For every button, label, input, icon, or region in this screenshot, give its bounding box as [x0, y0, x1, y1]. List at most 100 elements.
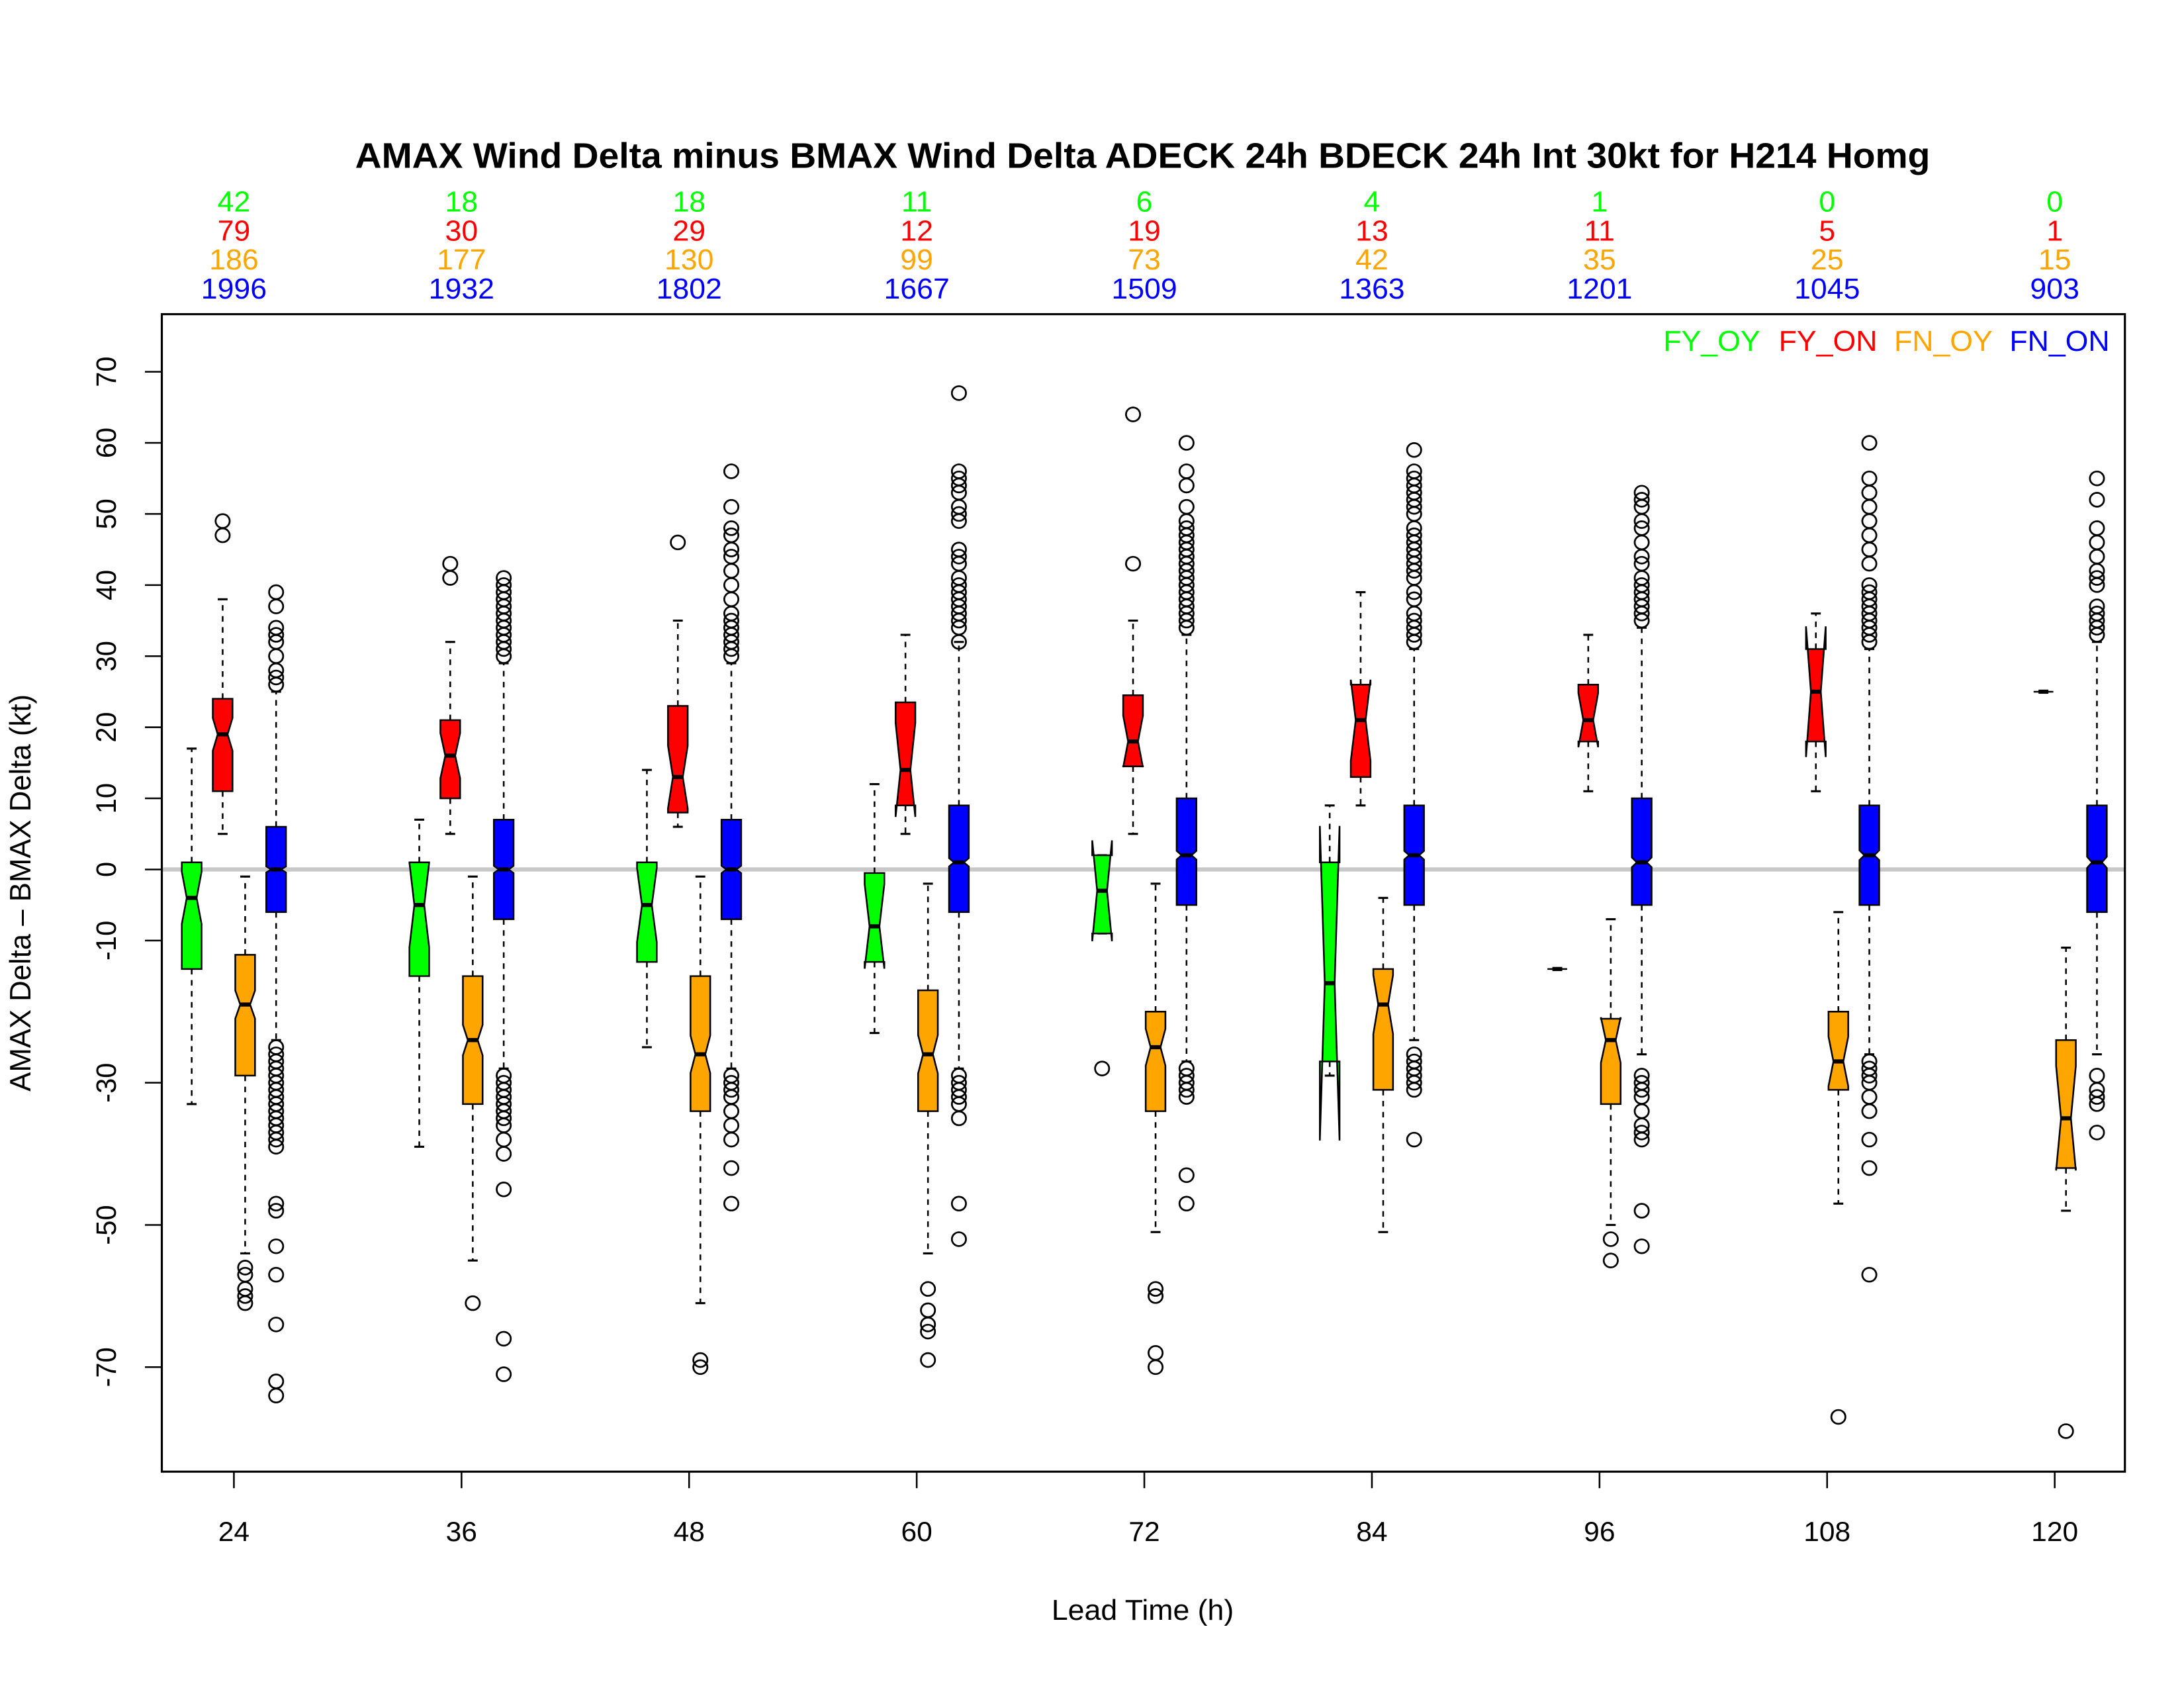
box [1827, 1011, 1849, 1091]
count-label: 11 [1584, 215, 1615, 247]
y-tick-label: 30 [91, 641, 122, 671]
count-label: 1363 [1339, 273, 1404, 305]
outlier [950, 463, 967, 479]
outlier [1148, 1281, 1164, 1297]
outlier [950, 577, 967, 593]
y-tick-label: -70 [91, 1347, 122, 1387]
box [1175, 797, 1197, 906]
outlier [723, 498, 740, 515]
outlier [2089, 1096, 2105, 1112]
outlier [1125, 555, 1142, 572]
box [1349, 679, 1372, 778]
y-tick-label: 70 [91, 356, 122, 387]
outlier [268, 627, 285, 643]
outlier [670, 534, 686, 551]
outlier [1602, 1231, 1619, 1247]
count-label: 13 [1355, 215, 1388, 247]
box [1372, 968, 1394, 1091]
y-tick-label: -10 [91, 921, 122, 961]
outlier [496, 1146, 512, 1162]
count-label: 1045 [1794, 273, 1860, 305]
outlier [723, 1160, 740, 1176]
outlier [1633, 485, 1650, 500]
outlier [268, 1266, 285, 1283]
outlier [1178, 1167, 1195, 1184]
count-label: 1667 [884, 273, 949, 305]
outlier [1633, 1131, 1650, 1148]
count-label: 6 [1136, 186, 1153, 218]
y-tick-label: -30 [91, 1063, 122, 1103]
outlier [1406, 527, 1422, 543]
count-label: 79 [218, 215, 251, 247]
outlier [950, 1089, 967, 1105]
outlier [2089, 598, 2105, 614]
outlier [1633, 492, 1650, 508]
count-label: 12 [900, 215, 933, 247]
outlier [2089, 470, 2105, 487]
count-label: 177 [437, 244, 486, 275]
count-label: 903 [2030, 273, 2079, 305]
y-tick-label: 20 [91, 712, 122, 742]
outlier [1406, 1082, 1422, 1098]
outlier [1861, 1068, 1878, 1084]
outlier [1861, 1160, 1878, 1176]
outlier [1830, 1409, 1846, 1425]
y-tick-label: 0 [91, 862, 122, 877]
outlier [2089, 520, 2105, 536]
y-tick-label: 60 [91, 428, 122, 458]
outlier [1633, 1125, 1650, 1141]
outlier [692, 1352, 709, 1368]
y-axis-label: AMAX Delta – BMAX Delta (kt) [4, 694, 37, 1092]
box [948, 804, 970, 914]
outlier [1633, 520, 1650, 536]
box [1631, 797, 1653, 906]
outlier [268, 1387, 285, 1404]
count-label: 1932 [429, 273, 494, 305]
outlier [950, 506, 967, 522]
outlier [1125, 406, 1142, 422]
outlier [1406, 442, 1422, 458]
y-tick-label: -50 [91, 1205, 122, 1244]
plot-frame [160, 313, 2126, 1473]
count-label: 73 [1128, 244, 1161, 275]
outlier [1178, 1196, 1195, 1212]
x-tick-label: 108 [1803, 1516, 1850, 1546]
outlier [1633, 1082, 1650, 1098]
x-tick-label: 36 [446, 1516, 477, 1546]
count-label: 25 [1811, 244, 1844, 275]
outlier [1406, 470, 1422, 487]
box [1122, 694, 1144, 768]
outlier [950, 1231, 967, 1247]
outlier [2089, 570, 2105, 586]
outlier [1406, 463, 1422, 479]
y-tick-label: 40 [91, 570, 122, 600]
outlier [496, 570, 512, 586]
outlier [465, 1295, 481, 1311]
count-label: 30 [445, 215, 478, 247]
outlier [920, 1352, 936, 1368]
x-tick-label: 60 [901, 1516, 932, 1546]
outlier [1406, 591, 1422, 608]
y-tick-label: 10 [91, 783, 122, 814]
outlier [442, 555, 459, 572]
outlier [723, 463, 740, 479]
outlier [1861, 584, 1878, 600]
outlier [268, 1317, 285, 1333]
outlier [2089, 492, 2105, 508]
outlier [2089, 606, 2105, 622]
outlier [1633, 577, 1650, 593]
outlier [920, 1317, 936, 1333]
outlier [268, 1203, 285, 1219]
outlier [950, 549, 967, 565]
count-label: 42 [1355, 244, 1388, 275]
outlier [950, 385, 967, 401]
outlier [1861, 1266, 1878, 1283]
outlier [1148, 1288, 1164, 1304]
outlier [1406, 612, 1422, 629]
outlier [268, 1238, 285, 1254]
outlier [1861, 1131, 1878, 1148]
outlier [1178, 498, 1195, 515]
legend-entry: FY_OY [1663, 325, 1760, 357]
x-tick-label: 96 [1584, 1516, 1615, 1546]
